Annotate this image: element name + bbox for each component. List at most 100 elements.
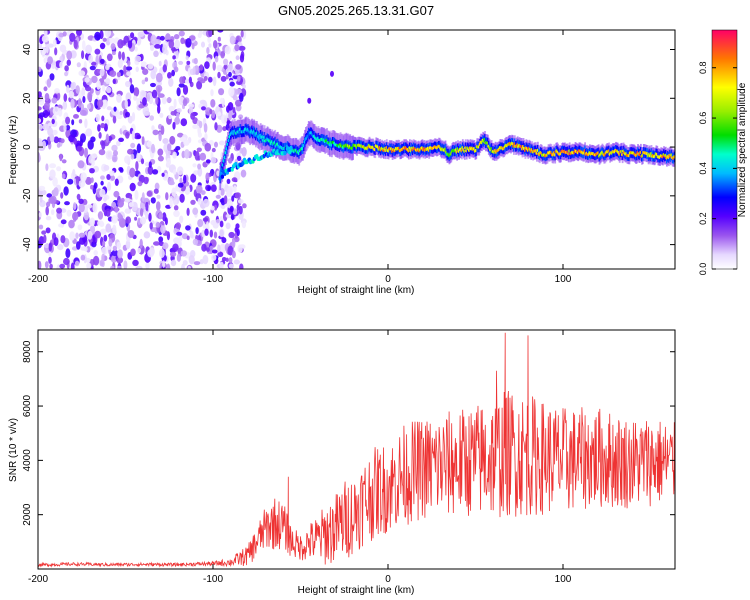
noise-speckle [224, 45, 231, 55]
noise-speckle [221, 257, 227, 262]
noise-speckle [105, 133, 110, 143]
noise-speckle [168, 114, 173, 120]
noise-speckle [174, 116, 181, 125]
noise-speckle [208, 30, 213, 37]
spectrogram-y-label: Frequency (Hz) [8, 116, 19, 185]
noise-speckle [211, 254, 217, 261]
noise-speckle [71, 119, 75, 126]
noise-speckle [149, 115, 154, 121]
noise-speckle [145, 261, 150, 269]
noise-speckle [88, 154, 95, 164]
noise-speckle [38, 106, 42, 111]
noise-speckle [86, 262, 92, 269]
noise-speckle [195, 227, 199, 235]
noise-speckle [125, 80, 131, 88]
noise-speckle [199, 99, 207, 105]
noise-speckle [152, 129, 159, 136]
noise-speckle [134, 55, 142, 62]
noise-speckle [180, 37, 185, 45]
spectrogram-marks [38, 30, 675, 269]
noise-speckle [101, 140, 106, 150]
noise-speckle [202, 217, 209, 222]
noise-speckle [157, 104, 161, 114]
spectrogram-x-label: Height of straight line (km) [298, 285, 415, 296]
noise-speckle [212, 76, 217, 87]
noise-speckle [203, 76, 208, 81]
noise-speckle [168, 105, 175, 112]
noise-speckle [239, 53, 245, 63]
noise-speckle [81, 87, 86, 97]
noise-speckle [219, 220, 224, 228]
outlier-point [330, 70, 334, 77]
noise-speckle [160, 125, 165, 135]
noise-speckle [177, 132, 184, 138]
noise-speckle [229, 205, 234, 213]
noise-speckle [105, 37, 111, 46]
noise-speckle [64, 65, 69, 72]
noise-speckle [210, 219, 216, 226]
noise-speckle [136, 134, 142, 140]
noise-speckle [219, 97, 224, 104]
noise-speckle [211, 249, 218, 254]
noise-speckle [136, 143, 142, 154]
noise-speckle [87, 91, 93, 102]
noise-speckle [144, 77, 149, 82]
snr-x-label: Height of straight line (km) [298, 585, 415, 596]
noise-speckle [109, 70, 117, 77]
noise-speckle [154, 39, 161, 45]
noise-speckle [93, 250, 98, 256]
noise-speckle [184, 149, 190, 159]
noise-speckle [168, 77, 174, 87]
noise-speckle [98, 149, 106, 156]
noise-speckle [100, 122, 106, 129]
noise-speckle [169, 251, 177, 257]
noise-speckle [182, 233, 188, 240]
noise-speckle [53, 237, 59, 247]
noise-speckle [155, 221, 161, 228]
noise-speckle [87, 140, 94, 150]
y-tick-label: 2000 [22, 503, 33, 526]
noise-speckle [186, 60, 191, 65]
noise-speckle [64, 201, 70, 206]
noise-speckle [186, 235, 190, 241]
noise-speckle [172, 55, 176, 60]
noise-speckle [52, 106, 60, 116]
noise-speckle [153, 241, 160, 246]
noise-speckle [188, 76, 192, 84]
noise-speckle [153, 50, 159, 58]
noise-speckle [210, 156, 217, 164]
noise-speckle [62, 31, 67, 37]
spectrogram-x-ticks: -200 -100 0 100 [28, 30, 572, 285]
noise-speckle [113, 106, 117, 112]
noise-speckle [180, 118, 188, 127]
noise-speckle [178, 96, 185, 104]
noise-speckle [108, 238, 113, 247]
noise-speckle [185, 38, 192, 48]
colorbar-tick-label: 0.6 [698, 112, 708, 125]
noise-speckle [47, 56, 53, 65]
noise-speckle [183, 174, 187, 184]
noise-speckle [176, 87, 181, 97]
noise-speckle [105, 78, 111, 85]
noise-speckle [169, 198, 173, 208]
noise-speckle [68, 219, 75, 229]
noise-speckle [62, 101, 68, 110]
noise-speckle [76, 30, 82, 37]
noise-speckle [39, 195, 43, 203]
noise-speckle [240, 30, 244, 38]
noise-speckle [65, 116, 71, 125]
noise-speckle [63, 186, 69, 196]
noise-speckle [56, 207, 63, 214]
noise-speckle [179, 76, 185, 84]
noise-speckle [101, 246, 108, 255]
noise-speckle [44, 93, 50, 101]
noise-speckle [192, 238, 199, 246]
noise-speckle [143, 176, 149, 185]
noise-speckle [87, 230, 93, 240]
y-tick-label: 20 [22, 92, 33, 104]
noise-speckle [151, 125, 155, 131]
noise-speckle [114, 206, 119, 213]
noise-speckle [166, 263, 171, 269]
noise-speckle [73, 114, 79, 119]
noise-speckle [38, 96, 45, 106]
